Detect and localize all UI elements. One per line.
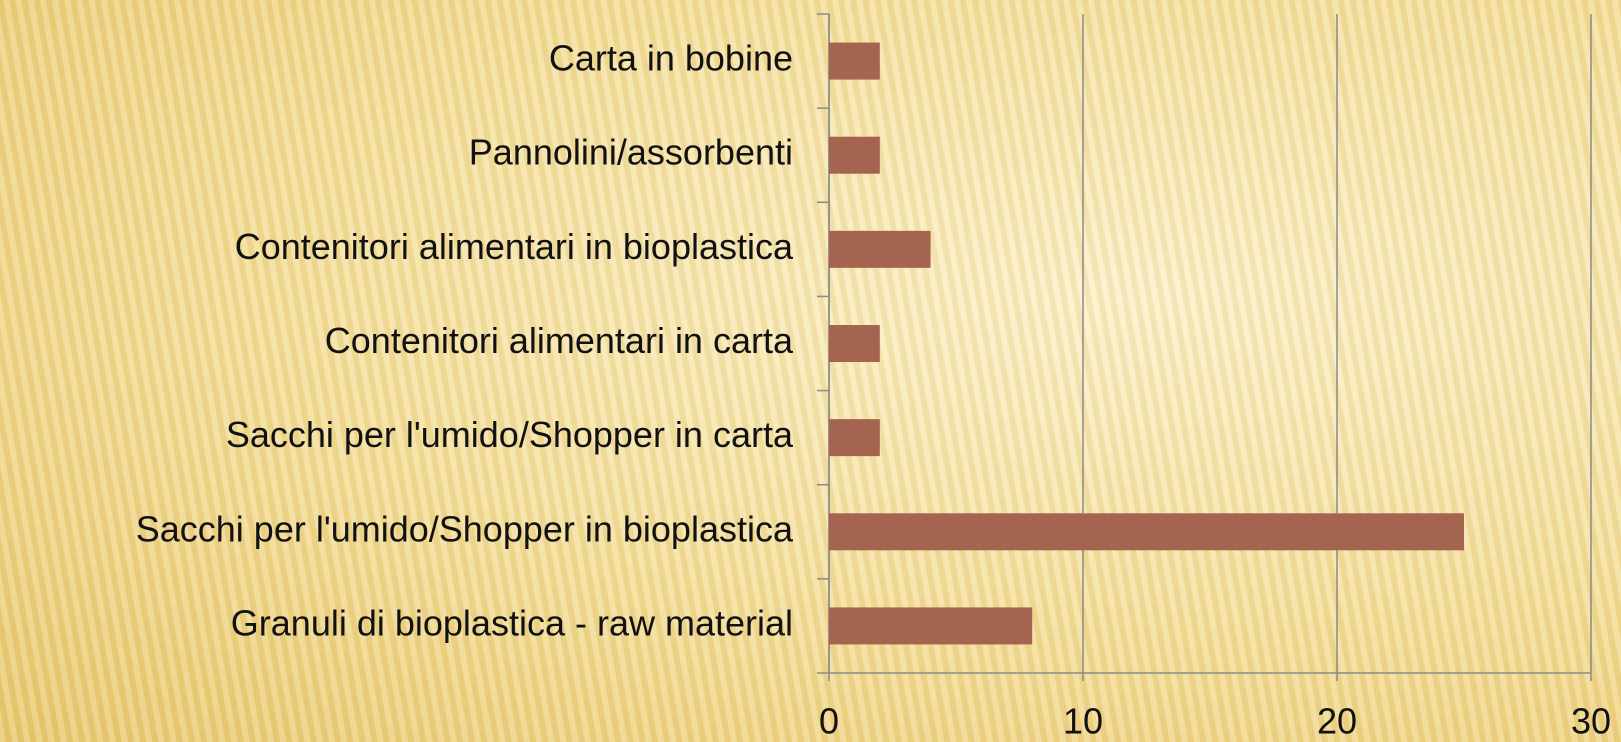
y-tick-label: Contenitori alimentari in carta	[325, 320, 794, 361]
bar	[829, 513, 1464, 551]
y-tick-label: Sacchi per l'umido/Shopper in carta	[226, 414, 794, 455]
y-tick-label: Carta in bobine	[549, 38, 793, 79]
y-tick-label: Sacchi per l'umido/Shopper in bioplastic…	[136, 508, 794, 549]
bar	[829, 419, 880, 457]
x-tick-label: 0	[819, 701, 839, 742]
bar	[829, 230, 931, 268]
y-tick-label: Granuli di bioplastica - raw material	[231, 602, 793, 643]
bar	[829, 325, 880, 362]
y-tick-label: Pannolini/assorbenti	[469, 132, 793, 173]
x-tick-label: 20	[1317, 701, 1357, 742]
y-tick-label: Contenitori alimentari in bioplastica	[235, 226, 794, 267]
x-tick-label: 30	[1571, 701, 1611, 742]
bar	[829, 42, 880, 80]
bar	[829, 136, 880, 174]
bar	[829, 607, 1033, 645]
x-tick-label: 10	[1063, 701, 1103, 742]
